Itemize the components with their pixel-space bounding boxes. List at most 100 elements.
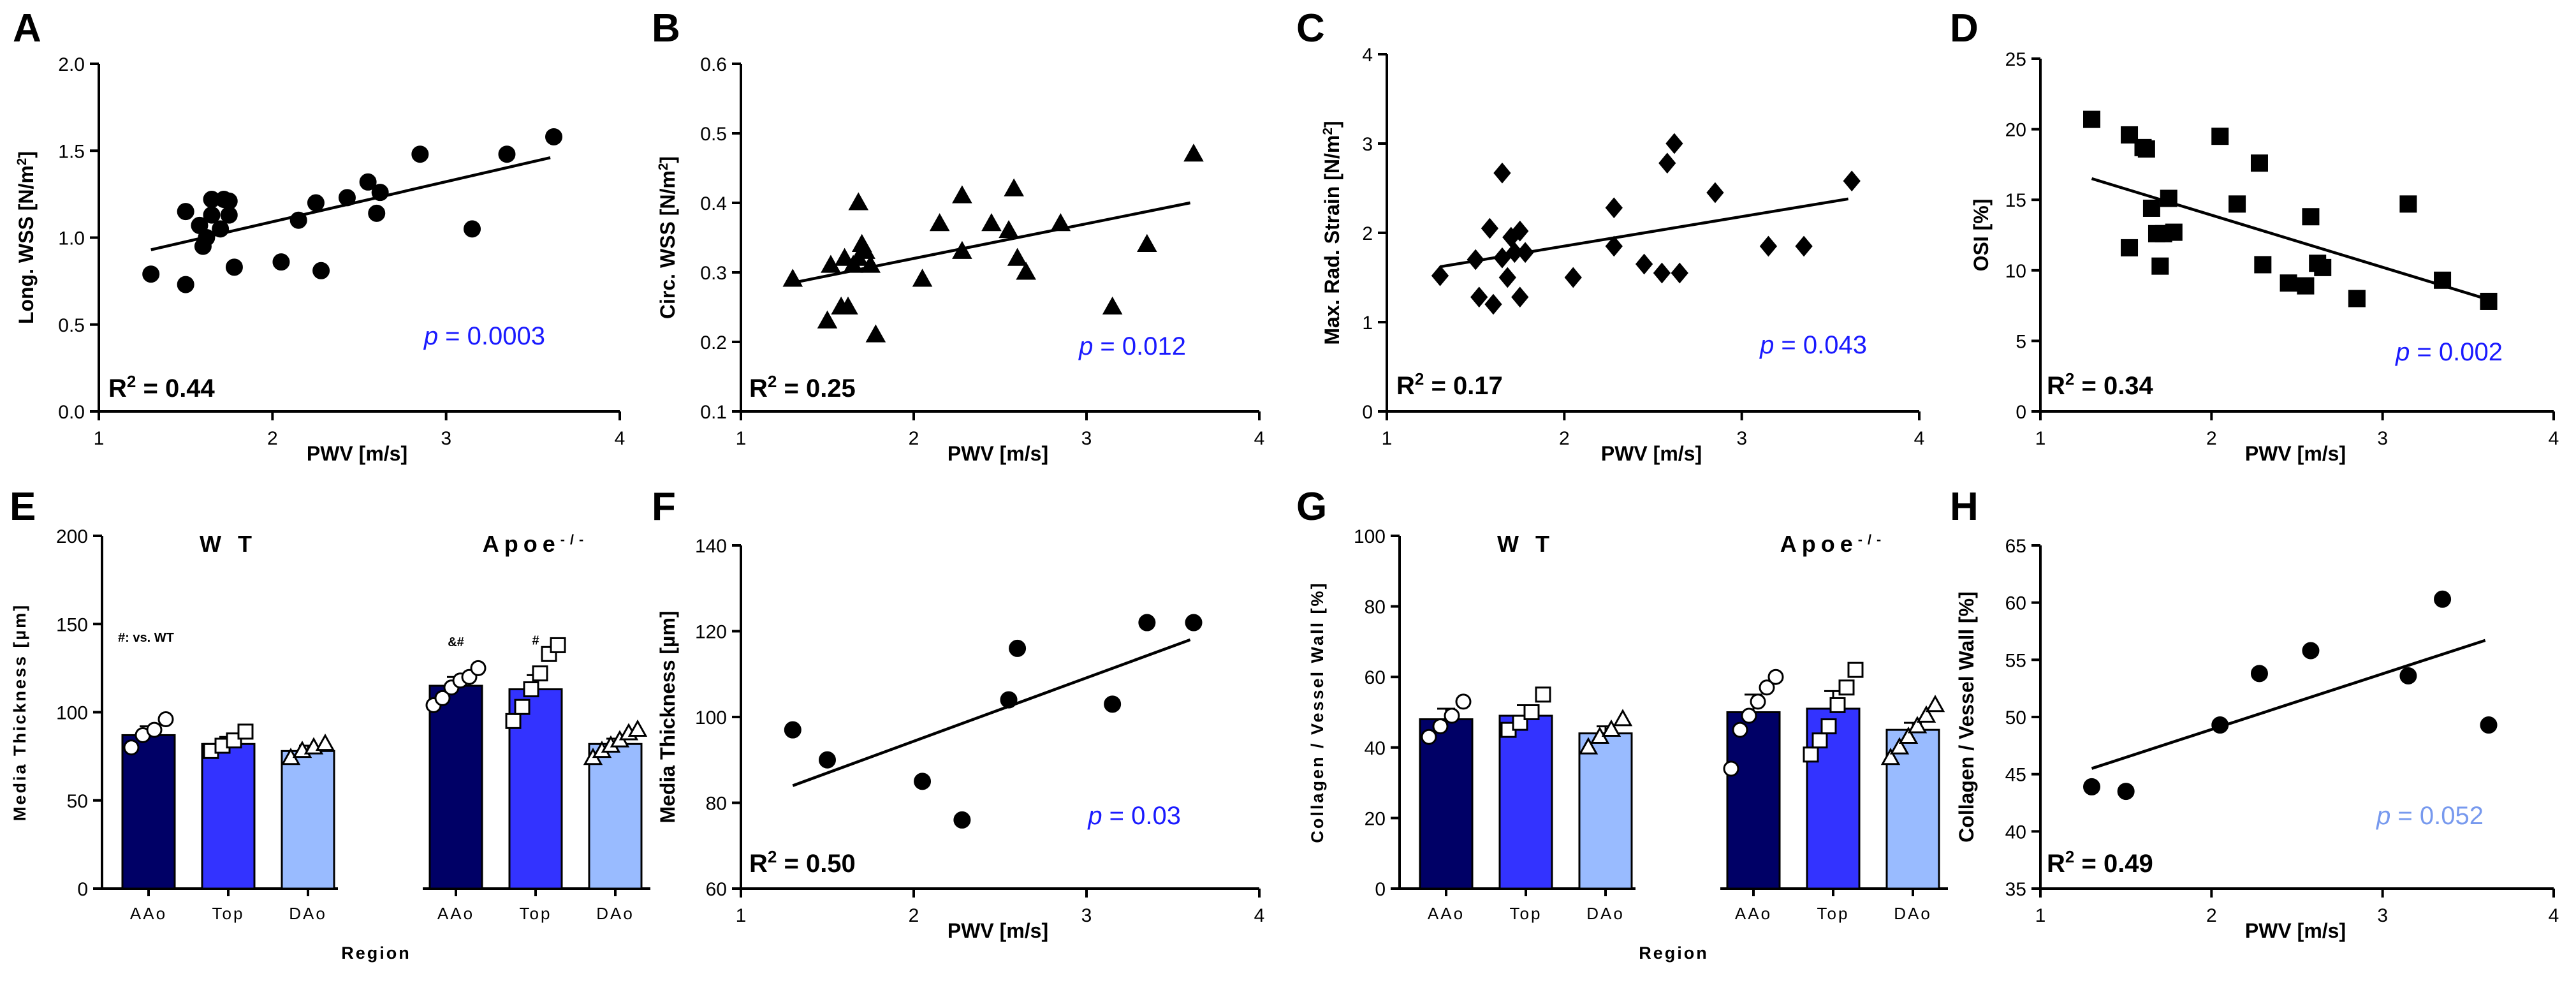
- panel-label: C: [1296, 6, 1325, 50]
- p-value-label: p = 0.0003: [423, 322, 545, 350]
- data-point: [952, 240, 972, 259]
- data-point: [2160, 189, 2177, 207]
- x-tick-label: 3: [1081, 905, 1092, 926]
- category-label: DAo: [596, 904, 634, 923]
- y-tick-label: 20: [2005, 120, 2026, 141]
- regression-line: [2091, 177, 2486, 300]
- data-point: [1723, 760, 1739, 777]
- data-point: [860, 255, 881, 273]
- y-tick-label: 1.0: [58, 228, 85, 249]
- group-label-wt: W T: [200, 531, 257, 557]
- data-point: [2137, 140, 2155, 158]
- x-tick-label: 1: [1382, 428, 1393, 449]
- data-point: [312, 262, 330, 279]
- data-point: [1493, 162, 1511, 184]
- data-point: [782, 269, 803, 287]
- data-point: [865, 324, 886, 343]
- data-point: [1000, 691, 1018, 709]
- bar: [281, 750, 335, 890]
- x-tick-label: 3: [1736, 428, 1747, 449]
- y-tick-label: 1.5: [58, 141, 85, 162]
- significance-mark: #: [532, 633, 539, 647]
- y-tick-label: 0.0: [58, 402, 85, 423]
- data-point: [434, 690, 451, 706]
- category-label: Top: [1510, 904, 1542, 923]
- panel-a: A 0.0 0.5 1.0 1.5 2.0 Long. WSS [N/m2] 1 2 3 4 PWV …: [13, 6, 625, 465]
- data-point: [545, 128, 563, 145]
- y-tick-label: 60: [706, 879, 727, 900]
- r-squared-label: R2 = 0.49: [2047, 847, 2153, 878]
- p-value-label: p = 0.012: [1078, 332, 1186, 360]
- data-point: [999, 219, 1019, 239]
- data-point: [2434, 590, 2452, 608]
- y-tick-label: 0.5: [58, 315, 85, 336]
- data-point: [1564, 267, 1582, 288]
- y-tick-label: 100: [695, 707, 727, 728]
- x-tick-label: 1: [94, 428, 105, 449]
- data-point: [2399, 195, 2417, 213]
- data-point: [1455, 693, 1472, 710]
- group-label-apoe: Apoe-/-: [1780, 531, 1886, 557]
- data-point: [371, 184, 389, 202]
- data-point: [523, 681, 539, 698]
- data-point: [1880, 748, 1901, 765]
- data-point: [2117, 783, 2135, 801]
- data-point: [157, 711, 174, 728]
- data-point: [177, 276, 194, 293]
- x-tick-label: 3: [2377, 428, 2388, 449]
- data-point: [550, 637, 566, 653]
- data-point: [1421, 728, 1437, 745]
- x-axis-label: Region: [341, 943, 411, 963]
- y-tick-label: 15: [2005, 190, 2026, 211]
- group-label-apoe: Apoe-/-: [483, 531, 589, 557]
- y-axis-label: Long. WSS [N/m2]: [15, 151, 38, 324]
- data-point: [1498, 267, 1516, 288]
- data-point: [1578, 737, 1599, 755]
- data-point: [1759, 235, 1778, 257]
- data-point: [981, 213, 1002, 232]
- data-point: [225, 258, 243, 276]
- p-value-label: p = 0.002: [2395, 338, 2503, 366]
- y-tick-label: 1: [1362, 313, 1373, 334]
- data-point: [1795, 235, 1813, 257]
- panel-label: F: [652, 485, 676, 529]
- y-tick-label: 0.1: [700, 402, 727, 423]
- y-tick-label: 65: [2005, 536, 2026, 557]
- y-tick-label: 20: [1365, 808, 1386, 829]
- data-point: [1535, 686, 1551, 703]
- x-tick-label: 3: [2377, 905, 2388, 926]
- r-squared-label: R2 = 0.50: [749, 847, 856, 878]
- y-tick-label: 200: [56, 526, 88, 547]
- data-point: [1732, 721, 1748, 738]
- data-point: [1004, 178, 1024, 196]
- data-point: [198, 229, 216, 246]
- data-point: [272, 253, 290, 271]
- y-tick-label: 35: [2005, 879, 2026, 900]
- significance-mark: &#: [448, 635, 464, 649]
- data-point: [1007, 248, 1028, 266]
- category-label: DAo: [1894, 904, 1932, 923]
- y-tick-label: 50: [2005, 707, 2026, 728]
- y-tick-label: 4: [1362, 45, 1373, 66]
- data-point: [1431, 265, 1449, 286]
- data-point: [2434, 271, 2452, 289]
- panel-label: B: [652, 6, 680, 50]
- data-point: [338, 189, 356, 207]
- data-point: [855, 240, 875, 259]
- y-tick-label: 5: [2016, 331, 2026, 352]
- data-point: [1759, 679, 1775, 696]
- y-tick-label: 80: [1365, 597, 1386, 618]
- y-axis-label: Media Thickness [µm]: [10, 603, 29, 821]
- data-point: [1137, 233, 1157, 252]
- data-point: [817, 310, 838, 329]
- x-tick-label: 2: [909, 905, 919, 926]
- data-point: [1671, 262, 1688, 284]
- y-tick-label: 40: [2005, 822, 2026, 843]
- panel-h: H 35 40 45 50 55 60 65 Collagen / Vessel Wall [%…: [1950, 485, 2559, 942]
- data-point: [1605, 197, 1623, 219]
- data-point: [464, 220, 481, 238]
- data-point: [1516, 242, 1534, 263]
- data-point: [2348, 290, 2366, 307]
- x-tick-label: 4: [2549, 905, 2559, 926]
- y-tick-label: 60: [2005, 593, 2026, 614]
